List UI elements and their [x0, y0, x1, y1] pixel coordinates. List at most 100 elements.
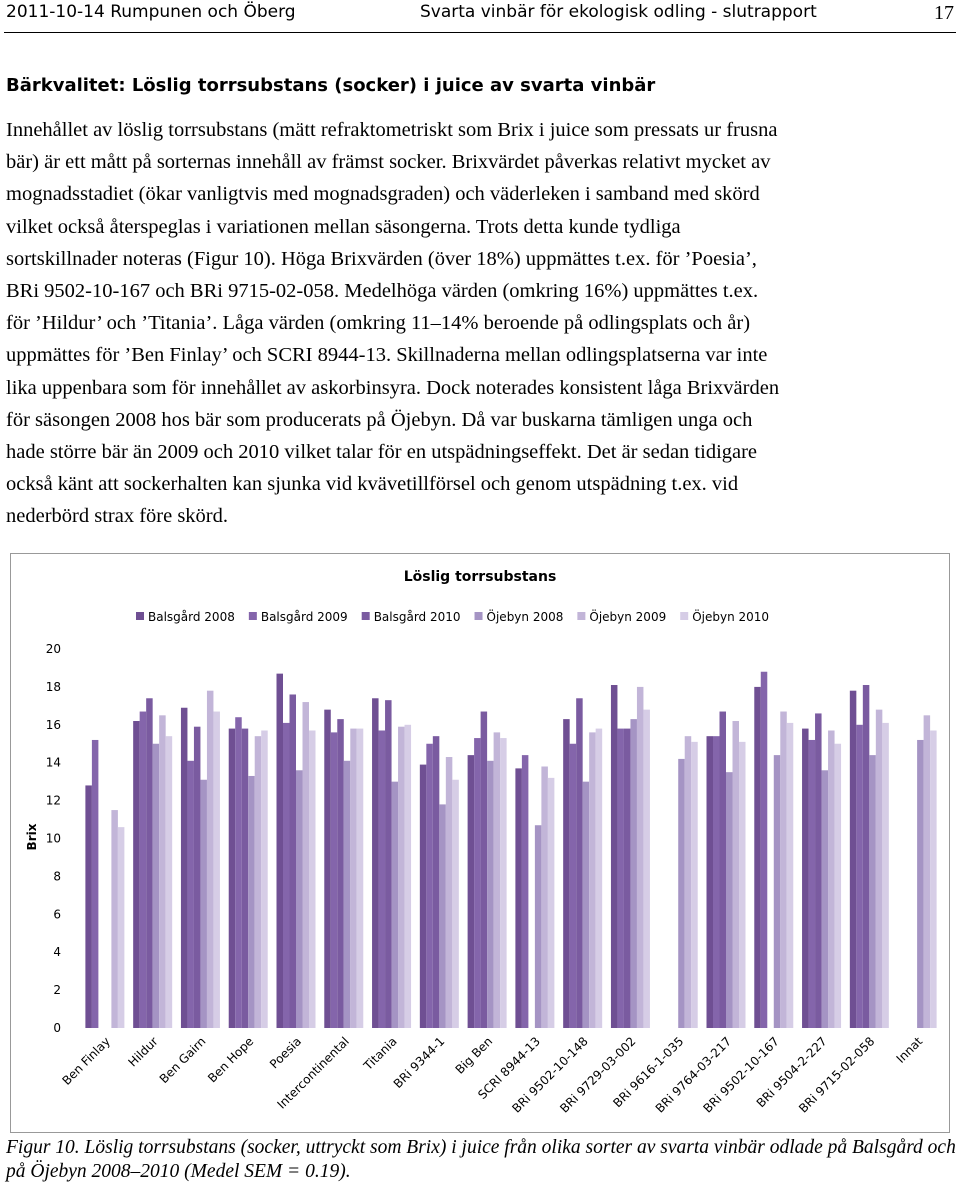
bar	[350, 728, 357, 1028]
bar	[582, 781, 590, 1028]
bar	[241, 728, 249, 1028]
bar	[739, 741, 746, 1028]
y-tick-label: 2	[53, 983, 61, 997]
bar	[276, 673, 283, 1028]
bar	[815, 713, 822, 1028]
paragraph-line: sortskillnader noteras (Figur 10). Höga …	[6, 247, 757, 270]
page-number: 17	[934, 2, 954, 24]
legend-label: Öjebyn 2010	[692, 608, 769, 624]
paragraph: Innehållet av löslig torrsubstans (mätt …	[6, 114, 956, 533]
y-tick-label: 10	[46, 832, 61, 846]
bar	[786, 722, 794, 1028]
bar	[849, 690, 857, 1028]
bar	[133, 721, 140, 1028]
legend-label: Öjebyn 2008	[487, 608, 564, 624]
bar	[493, 732, 501, 1028]
bar	[802, 728, 809, 1028]
bar	[330, 732, 338, 1028]
chart: Löslig torrsubstans Brix 0 2 4 6 8 10 12 14 16 18…	[25, 569, 937, 1116]
y-tick-label: 8	[53, 869, 61, 883]
x-tick-label: Ben Hope	[205, 1034, 256, 1085]
header-center: Svarta vinbär för ekologisk odling - slu…	[420, 2, 817, 22]
legend-label: Öjebyn 2009	[589, 608, 666, 624]
bar	[834, 743, 842, 1028]
bar	[869, 755, 876, 1028]
bar	[337, 719, 344, 1028]
bar	[713, 736, 720, 1028]
bar	[515, 768, 522, 1028]
bar	[643, 709, 650, 1028]
y-tick-label: 12	[46, 794, 61, 808]
bar	[617, 728, 624, 1028]
bar	[452, 779, 459, 1028]
bar	[576, 698, 583, 1028]
bar	[228, 728, 236, 1028]
y-tick-label: 6	[53, 907, 61, 921]
bar	[139, 711, 147, 1028]
y-tick-label: 4	[53, 945, 61, 959]
legend-label: Balsgård 2009	[261, 610, 348, 624]
paragraph-line: uppmättes för ’Ben Finlay’ och SCRI 8944…	[6, 344, 768, 367]
bar	[283, 722, 290, 1028]
bar	[467, 755, 475, 1028]
bar	[875, 709, 883, 1028]
bar	[248, 775, 255, 1028]
bar	[500, 738, 507, 1028]
bar	[343, 760, 351, 1028]
bar	[398, 726, 405, 1028]
bar	[719, 711, 726, 1028]
legend-swatch	[577, 612, 586, 620]
x-tick-label: BRi 9344-1	[391, 1034, 448, 1091]
paragraph-line: lika uppenbara som för innehållet av ask…	[6, 376, 780, 399]
figure-caption: Figur 10. Löslig torrsubstans (socker, u…	[6, 1137, 956, 1182]
bar	[630, 719, 637, 1028]
bar	[372, 698, 379, 1028]
x-tick-label: Innat	[894, 1034, 926, 1066]
y-axis-label: Brix	[25, 823, 39, 850]
legend-swatch	[474, 612, 483, 620]
y-tick-label: 0	[53, 1021, 61, 1035]
legend-swatch	[136, 612, 144, 620]
legend-swatch	[680, 612, 689, 620]
bar	[356, 728, 364, 1028]
bar	[541, 766, 548, 1028]
bar	[146, 698, 153, 1028]
bar	[610, 685, 618, 1028]
bar	[882, 722, 889, 1028]
bar	[432, 736, 440, 1028]
paragraph-line: bär) är ett mått på sorternas innehåll a…	[6, 151, 771, 174]
bar	[261, 730, 268, 1028]
bar	[91, 739, 99, 1028]
bar	[85, 785, 92, 1028]
bar	[623, 728, 631, 1028]
legend-label: Balsgård 2010	[374, 610, 461, 624]
bar	[404, 724, 412, 1028]
bar	[235, 717, 242, 1028]
paragraph-line: BRi 9502-10-167 och BRi 9715-02-058. Med…	[6, 280, 759, 303]
legend-swatch	[361, 612, 370, 620]
bar	[187, 760, 194, 1028]
chart-title: Löslig torrsubstans	[404, 569, 557, 585]
paragraph-line: hade större bär än 2009 och 2010 vilket …	[6, 441, 758, 464]
bar	[200, 779, 207, 1028]
y-tick-label: 16	[46, 718, 61, 732]
bar	[474, 738, 481, 1028]
paragraph-line: också känt att sockerhalten kan sjunka v…	[6, 473, 739, 496]
bar	[117, 827, 125, 1028]
paragraph-line: nederbörd strax före skörd.	[6, 505, 229, 528]
bar	[296, 770, 303, 1028]
bar	[636, 686, 644, 1028]
bar	[445, 757, 453, 1028]
bar	[254, 736, 262, 1028]
bar	[780, 711, 787, 1028]
bar	[302, 702, 309, 1028]
bar	[193, 726, 201, 1028]
y-tick-label: 14	[46, 756, 61, 770]
bar	[159, 715, 166, 1028]
bar	[165, 736, 173, 1028]
bar	[439, 804, 446, 1028]
x-tick-label: Ben Gairn	[157, 1034, 209, 1086]
bar	[678, 758, 685, 1028]
header-left: 2011-10-14 Rumpunen och Öberg	[6, 2, 296, 22]
